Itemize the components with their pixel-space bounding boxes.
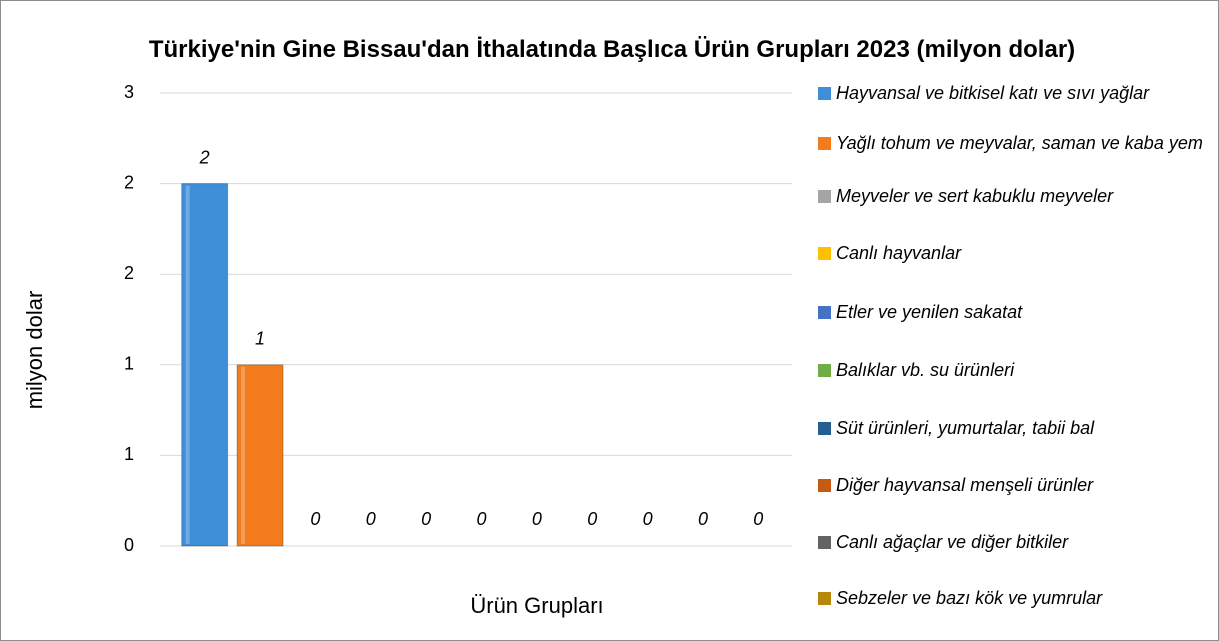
data-label: 2 <box>199 147 210 167</box>
legend-label: Meyveler ve sert kabuklu meyveler <box>836 186 1114 206</box>
bar <box>181 183 229 547</box>
legend-item: Sebzeler ve bazı kök ve yumrular <box>818 585 1203 611</box>
legend-item: Diğer hayvansal menşeli ürünler <box>818 472 1203 498</box>
legend-label: Süt ürünleri, yumurtalar, tabii bal <box>836 418 1095 438</box>
y-tick-label: 0 <box>124 535 134 555</box>
data-label: 0 <box>753 509 763 529</box>
data-label: 1 <box>255 329 265 349</box>
legend-swatch <box>818 536 831 549</box>
y-tick-label: 2 <box>124 263 134 283</box>
data-label: 0 <box>421 509 431 529</box>
legend-swatch <box>818 592 831 605</box>
legend-swatch <box>818 422 831 435</box>
legend-item: Süt ürünleri, yumurtalar, tabii bal <box>818 415 1203 441</box>
bar-highlight <box>185 185 190 544</box>
data-label: 0 <box>643 509 653 529</box>
y-axis-title: milyon dolar <box>22 291 47 410</box>
legend-item: Canlı ağaçlar ve diğer bitkiler <box>818 529 1203 555</box>
bar-highlight <box>241 366 246 544</box>
legend-item: Canlı hayvanlar <box>818 240 1203 266</box>
chart-title: Türkiye'nin Gine Bissau'dan İthalatında … <box>148 36 1076 63</box>
legend-swatch <box>818 479 831 492</box>
bar <box>236 364 284 547</box>
legend-label: Yağlı tohum ve meyvalar, saman ve kaba y… <box>836 133 1203 153</box>
legend-label: Diğer hayvansal menşeli ürünler <box>836 475 1094 495</box>
legend-label: Hayvansal ve bitkisel katı ve sıvı yağla… <box>836 83 1150 103</box>
legend-swatch <box>818 247 831 260</box>
legend-label: Sebzeler ve bazı kök ve yumrular <box>836 588 1103 608</box>
legend-swatch <box>818 306 831 319</box>
y-tick-label: 1 <box>124 444 134 464</box>
legend-label: Balıklar vb. su ürünleri <box>836 360 1015 380</box>
legend-item: Etler ve yenilen sakatat <box>818 299 1203 325</box>
data-label: 0 <box>698 509 708 529</box>
y-tick-label: 1 <box>124 354 134 374</box>
legend-label: Etler ve yenilen sakatat <box>836 302 1023 322</box>
legend-item: Hayvansal ve bitkisel katı ve sıvı yağla… <box>818 80 1203 106</box>
y-tick-label: 3 <box>124 82 134 102</box>
legend-item: Meyveler ve sert kabuklu meyveler <box>818 183 1203 209</box>
legend-label: Canlı hayvanlar <box>836 243 962 263</box>
data-label: 0 <box>310 509 320 529</box>
legend-swatch <box>818 87 831 100</box>
y-tick-label: 2 <box>124 172 134 192</box>
legend-swatch <box>818 190 831 203</box>
x-axis-title: Ürün Grupları <box>470 593 603 618</box>
legend-swatch <box>818 364 831 377</box>
legend-label: Canlı ağaçlar ve diğer bitkiler <box>836 532 1069 552</box>
data-label: 0 <box>587 509 597 529</box>
legend-item: Balıklar vb. su ürünleri <box>818 357 1203 383</box>
data-label: 0 <box>366 509 376 529</box>
data-label: 0 <box>476 509 486 529</box>
legend-item: Yağlı tohum ve meyvalar, saman ve kaba y… <box>818 130 1203 156</box>
legend-swatch <box>818 137 831 150</box>
data-label: 0 <box>532 509 542 529</box>
